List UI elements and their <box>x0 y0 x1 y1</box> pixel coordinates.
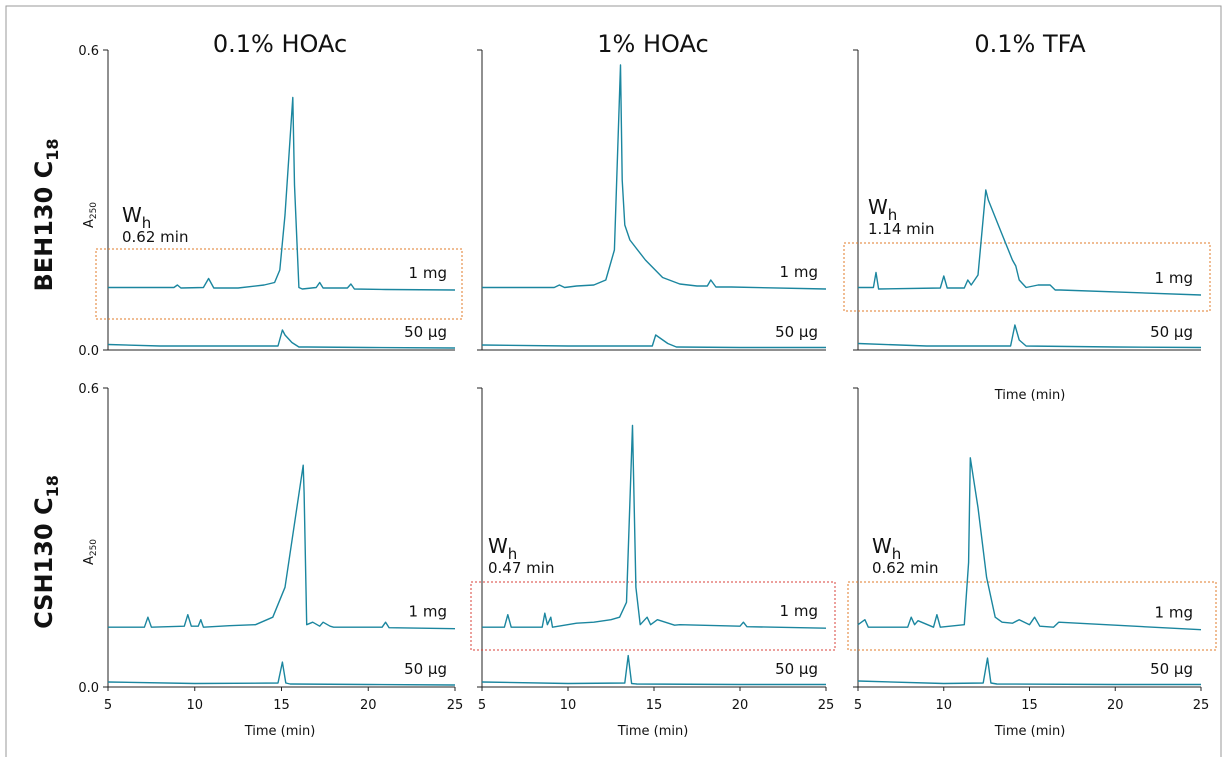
series-label: 50 µg <box>404 660 447 678</box>
series-high-load-line <box>108 464 456 630</box>
y-tick-label-top: 0.6 <box>78 382 99 397</box>
wh-main: W <box>868 195 888 219</box>
series-low-load-line <box>481 334 826 349</box>
x-tick-label: 10 <box>935 698 952 713</box>
series-label: 1 mg <box>780 263 818 281</box>
series-high-load-line <box>857 457 1202 631</box>
series-low-load-line <box>857 657 1201 686</box>
series-label: 1 mg <box>1155 269 1193 287</box>
series-low-load-line <box>107 329 456 349</box>
series-low-load-line <box>107 661 456 686</box>
wh-label: Wh <box>872 534 901 563</box>
x-tick-label: 10 <box>560 698 577 713</box>
series-high-load-line <box>108 96 456 291</box>
x-axis-label-0: Time (min) <box>244 724 316 739</box>
series-label: 1 mg <box>780 602 818 620</box>
wh-value: 1.14 min <box>868 220 934 238</box>
x-tick-label: 5 <box>854 698 862 713</box>
x-tick-label: 5 <box>104 698 112 713</box>
series-label: 1 mg <box>1155 604 1193 622</box>
x-tick-label: 15 <box>646 698 663 713</box>
y-axis-label-bottom-main: A <box>82 556 97 565</box>
column-title-0: 0.1% HOAc <box>213 30 347 58</box>
series-label: 50 µg <box>1150 323 1193 341</box>
panel-1-1: 5 10 15 20 25 Wh0.47 min 1 mg 50 µg <box>470 387 836 713</box>
series-low-load-line <box>481 654 826 686</box>
stray-time-label: Time (min) <box>994 388 1066 403</box>
x-tick-label: 5 <box>478 698 486 713</box>
highlight-box <box>843 242 1211 312</box>
x-tick-label: 15 <box>273 698 290 713</box>
wh-main: W <box>122 203 142 227</box>
row-label-csh-sub: 18 <box>43 475 62 497</box>
y-tick-label-top: 0.6 <box>78 44 99 59</box>
x-axis-label-1: Time (min) <box>617 724 689 739</box>
x-tick-label: 25 <box>818 698 835 713</box>
y-axis-label-top: A250 <box>82 202 99 228</box>
x-tick-label: 20 <box>732 698 749 713</box>
y-axis-label-top-main: A <box>82 219 97 228</box>
wh-sub: h <box>508 545 518 563</box>
wh-label: Wh <box>488 534 517 563</box>
wh-value: 0.47 min <box>488 559 554 577</box>
row-label-beh-sub: 18 <box>43 138 62 160</box>
x-tick-label: 25 <box>447 698 464 713</box>
series-label: 50 µg <box>404 323 447 341</box>
panel-0-1: 1 mg 50 µg <box>477 49 827 351</box>
series-label: 1 mg <box>409 264 447 282</box>
column-title-1: 1% HOAc <box>597 30 708 58</box>
row-label-csh: CSH130 C18 <box>30 475 62 629</box>
series-label: 50 µg <box>775 323 818 341</box>
series-label: 50 µg <box>1150 660 1193 678</box>
highlight-box <box>847 581 1217 651</box>
y-axis-label-bottom: A250 <box>82 539 99 565</box>
x-tick-label: 20 <box>1107 698 1124 713</box>
highlight-box <box>95 248 463 320</box>
wh-main: W <box>872 534 892 558</box>
x-tick-label: 15 <box>1021 698 1038 713</box>
wh-main: W <box>488 534 508 558</box>
figure-border <box>5 5 1222 757</box>
series-label: 1 mg <box>409 603 447 621</box>
x-tick-label: 20 <box>360 698 377 713</box>
series-high-load-line <box>482 64 827 290</box>
row-label-beh: BEH130 C18 <box>30 138 62 291</box>
panel-1-0: 0.6 0.0 5 10 15 20 25 1 mg 50 µg <box>78 382 463 713</box>
series-label: 50 µg <box>775 660 818 678</box>
wh-label: Wh <box>122 203 151 232</box>
wh-sub: h <box>142 214 152 232</box>
y-axis-label-bottom-sub: 250 <box>89 539 99 556</box>
series-high-load-line <box>858 189 1202 296</box>
series-high-load-line <box>482 424 827 629</box>
column-title-2: 0.1% TFA <box>974 30 1086 58</box>
wh-sub: h <box>888 206 898 224</box>
row-label-csh-main: CSH130 C <box>30 497 58 629</box>
highlight-box <box>470 581 836 651</box>
x-axis-label-2: Time (min) <box>994 724 1066 739</box>
wh-label: Wh <box>868 195 897 224</box>
y-axis-label-top-sub: 250 <box>89 202 99 219</box>
panel-0-0: 0.6 0.0 Wh0.62 min 1 mg 50 µg <box>78 44 463 359</box>
x-tick-label: 25 <box>1193 698 1210 713</box>
wh-value: 0.62 min <box>872 559 938 577</box>
y-tick-label-bottom: 0.0 <box>78 681 99 696</box>
x-tick-label: 10 <box>186 698 203 713</box>
wh-sub: h <box>892 545 902 563</box>
panel-1-2: 5 10 15 20 25 Wh0.62 min 1 mg 50 µg <box>847 387 1217 713</box>
series-low-load-line <box>857 324 1202 349</box>
row-label-beh-main: BEH130 C <box>30 161 58 292</box>
panel-0-2: Wh1.14 min 1 mg 50 µg <box>843 49 1211 351</box>
y-tick-label-bottom: 0.0 <box>78 344 99 359</box>
wh-value: 0.62 min <box>122 228 188 246</box>
